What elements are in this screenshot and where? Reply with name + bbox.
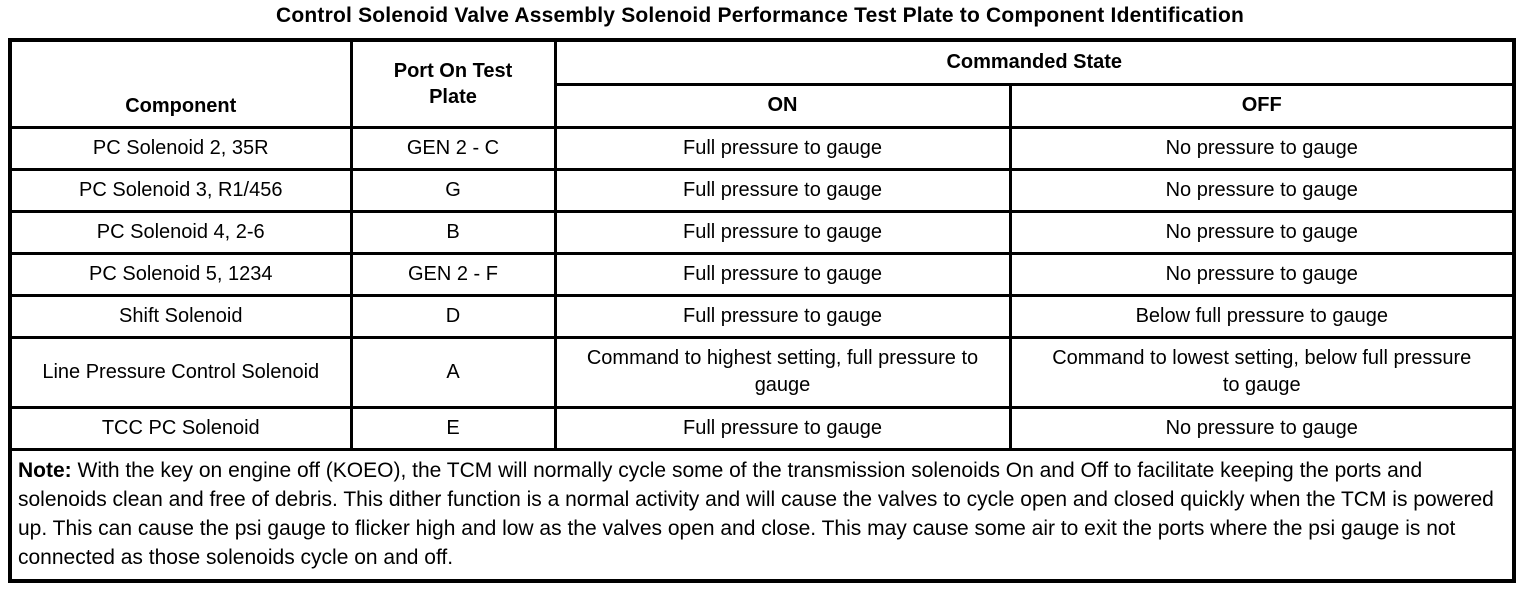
cell-component: TCC PC Solenoid — [8, 405, 353, 451]
cell-port: A — [349, 335, 557, 409]
cell-off: No pressure to gauge — [1008, 405, 1516, 451]
cell-on: Full pressure to gauge — [553, 125, 1012, 171]
cell-off: No pressure to gauge — [1008, 251, 1516, 297]
cell-on: Command to highest setting, full pressur… — [553, 335, 1012, 409]
cell-on: Full pressure to gauge — [553, 209, 1012, 255]
cell-component: PC Solenoid 3, R1/456 — [8, 167, 353, 213]
header-row-top: Component Port On Test Plate Commanded S… — [8, 38, 1516, 129]
cell-on: Full pressure to gauge — [553, 251, 1012, 297]
cell-port: GEN 2 - C — [349, 125, 557, 171]
column-header-off: OFF — [1008, 82, 1516, 129]
cell-off: Below full pressure to gauge — [1008, 293, 1516, 339]
table-body: PC Solenoid 2, 35R GEN 2 - C Full pressu… — [8, 125, 1516, 583]
cell-component: PC Solenoid 4, 2-6 — [8, 209, 353, 255]
cell-component: Line Pressure Control Solenoid — [8, 335, 353, 409]
column-header-commanded-state: Commanded State — [553, 38, 1516, 86]
column-header-component: Component — [8, 38, 353, 129]
table-row: PC Solenoid 2, 35R GEN 2 - C Full pressu… — [8, 125, 1516, 171]
cell-component: PC Solenoid 2, 35R — [8, 125, 353, 171]
cell-port: B — [349, 209, 557, 255]
table-row: PC Solenoid 4, 2-6 B Full pressure to ga… — [8, 209, 1516, 255]
table-row: Line Pressure Control Solenoid A Command… — [8, 335, 1516, 409]
table-row: TCC PC Solenoid E Full pressure to gauge… — [8, 405, 1516, 451]
table-row: PC Solenoid 3, R1/456 G Full pressure to… — [8, 167, 1516, 213]
solenoid-performance-table: Component Port On Test Plate Commanded S… — [8, 38, 1516, 583]
cell-port: GEN 2 - F — [349, 251, 557, 297]
table-header: Component Port On Test Plate Commanded S… — [8, 38, 1516, 129]
table-row: Shift Solenoid D Full pressure to gauge … — [8, 293, 1516, 339]
cell-port: E — [349, 405, 557, 451]
cell-off: No pressure to gauge — [1008, 125, 1516, 171]
cell-component: Shift Solenoid — [8, 293, 353, 339]
column-header-port: Port On Test Plate — [349, 38, 557, 129]
cell-port: D — [349, 293, 557, 339]
cell-component: PC Solenoid 5, 1234 — [8, 251, 353, 297]
page-title: Control Solenoid Valve Assembly Solenoid… — [275, 4, 1245, 27]
table-row: PC Solenoid 5, 1234 GEN 2 - F Full press… — [8, 251, 1516, 297]
column-header-on: ON — [553, 82, 1012, 129]
cell-off: No pressure to gauge — [1008, 209, 1516, 255]
cell-on: Full pressure to gauge — [553, 405, 1012, 451]
header-row-bottom: ON OFF — [10, 82, 1516, 129]
note-text: With the key on engine off (KOEO), the T… — [18, 458, 1494, 569]
cell-off: No pressure to gauge — [1008, 167, 1516, 213]
cell-off: Command to lowest setting, below full pr… — [1008, 335, 1516, 409]
note-label: Note: — [18, 458, 72, 482]
cell-on: Full pressure to gauge — [553, 167, 1012, 213]
cell-port: G — [349, 167, 557, 213]
cell-on: Full pressure to gauge — [553, 293, 1012, 339]
note-cell: Note: With the key on engine off (KOEO),… — [8, 447, 1516, 583]
note-row: Note: With the key on engine off (KOEO),… — [8, 447, 1516, 583]
